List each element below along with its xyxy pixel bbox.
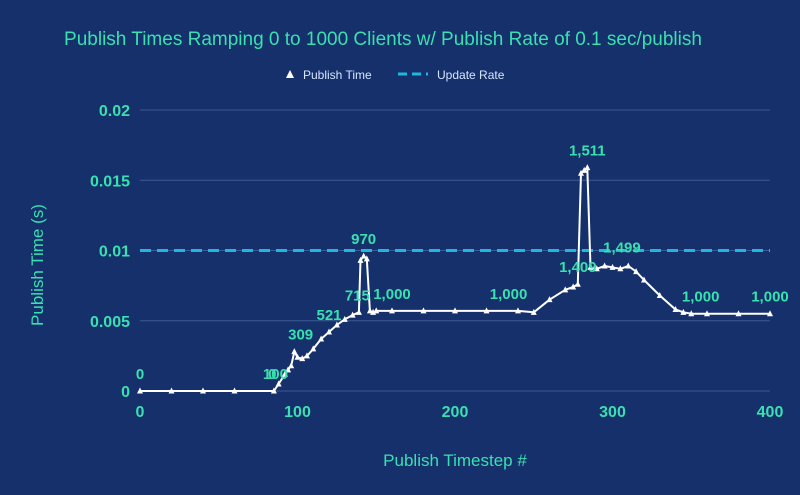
y-axis-ticks: 0 0.005 0.01 0.015 0.02 (90, 103, 130, 401)
publish-time-point (349, 311, 356, 318)
publish-time-point (231, 387, 238, 394)
publish-time-point (318, 335, 325, 342)
x-tick-label: 300 (599, 404, 626, 421)
publish-time-point (735, 310, 742, 317)
data-label: 1,000 (682, 289, 720, 306)
publish-time-point (483, 307, 490, 314)
publish-time-point (288, 362, 295, 369)
publish-time-point (688, 310, 695, 317)
data-label: 521 (316, 307, 341, 324)
publish-time-point (609, 263, 616, 270)
publish-time-point (363, 255, 370, 262)
publish-time-point (310, 345, 317, 352)
publish-time-point (285, 366, 292, 373)
publish-time-point (617, 265, 624, 272)
legend-item-update-rate: Update Rate (398, 68, 505, 82)
publish-time-point (570, 283, 577, 290)
data-label: 0 (268, 366, 276, 383)
publish-time-point (515, 307, 521, 314)
publish-time-point (680, 308, 687, 315)
publish-time-point (530, 308, 537, 315)
publish-time-point (420, 307, 427, 314)
publish-time-point (137, 387, 143, 394)
publish-time-point (593, 265, 600, 272)
publish-time-point (672, 306, 679, 313)
legend-triangle-icon (286, 70, 294, 78)
data-label: 1,511 (569, 143, 606, 160)
publish-time-point (299, 355, 306, 362)
data-label: 715 (345, 287, 370, 304)
data-label: 100 (263, 366, 288, 383)
publish-time-point (168, 387, 175, 394)
publish-time-point (303, 352, 310, 359)
chart-title: Publish Times Ramping 0 to 1000 Clients … (64, 29, 702, 50)
legend-label-update-rate: Update Rate (437, 68, 505, 82)
publish-time-point (291, 348, 298, 355)
publish-time-point (452, 307, 458, 314)
x-tick-label: 200 (442, 404, 469, 421)
publish-time-point (656, 291, 663, 298)
data-label: 1,409 (559, 259, 597, 276)
publish-time-point (767, 310, 773, 317)
publish-time-point (584, 164, 591, 171)
publish-time-point (704, 310, 710, 317)
legend-item-publish-time: Publish Time (286, 68, 372, 82)
x-tick-label: 0 (136, 404, 145, 421)
publish-time-point (389, 307, 395, 314)
y-tick-label: 0.02 (99, 103, 130, 120)
publish-time-point (355, 308, 362, 315)
publish-time-point (275, 380, 282, 387)
x-tick-label: 400 (757, 404, 784, 421)
publish-time-point (326, 328, 332, 335)
publish-time-point (373, 307, 380, 314)
data-label: 1,499 (603, 240, 641, 257)
publish-time-point (357, 256, 364, 263)
publish-time-point (574, 280, 581, 287)
legend: Publish Time Update Rate (286, 68, 505, 82)
y-tick-label: 0.01 (99, 244, 130, 261)
data-label: 0 (136, 366, 144, 383)
publish-time-point (581, 166, 588, 173)
publish-time-markers (137, 164, 773, 394)
publish-time-point (200, 387, 206, 394)
publish-time-point (294, 353, 301, 360)
data-label: 1,000 (751, 289, 789, 306)
publish-time-point (546, 296, 553, 303)
publish-time-point (360, 252, 367, 259)
publish-time-point (578, 169, 584, 176)
data-label: 1,000 (373, 286, 411, 303)
publish-time-point (270, 387, 277, 394)
publish-time-point (587, 263, 594, 270)
data-label: 309 (288, 327, 313, 344)
publish-time-point (333, 321, 340, 328)
y-tick-label: 0.005 (90, 314, 130, 331)
publish-time-point (601, 262, 608, 269)
publish-time-point (633, 268, 640, 275)
data-label: 1,000 (490, 286, 528, 303)
publish-time-point (562, 286, 569, 293)
publish-time-point (366, 307, 373, 314)
x-tick-label: 100 (284, 404, 311, 421)
publish-time-point (625, 262, 632, 269)
publish-time-point (641, 276, 647, 283)
publish-time-point (281, 370, 288, 377)
legend-label-publish-time: Publish Time (303, 68, 372, 82)
data-label: 970 (351, 231, 376, 248)
y-tick-label: 0 (121, 384, 130, 401)
x-axis-ticks: 0 100 200 300 400 (136, 404, 784, 421)
x-axis-label: Publish Timestep # (383, 451, 527, 470)
y-tick-label: 0.015 (90, 173, 130, 190)
y-axis-label: Publish Time (s) (28, 204, 47, 326)
publish-time-point (341, 315, 348, 322)
